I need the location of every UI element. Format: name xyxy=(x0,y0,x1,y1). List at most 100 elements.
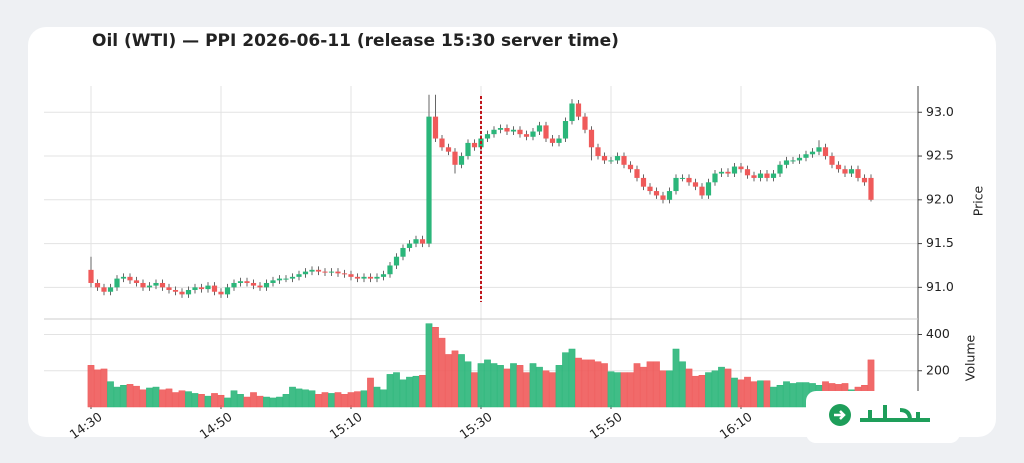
candle-body xyxy=(855,169,861,178)
y-tick-label: 92.0 xyxy=(926,191,954,206)
candle-body xyxy=(484,134,491,139)
volume-bar xyxy=(178,390,186,408)
candle-body xyxy=(94,282,101,288)
volume-bar xyxy=(373,386,381,408)
volume-bar xyxy=(243,396,251,408)
volume-bar xyxy=(386,374,394,408)
volume-bar xyxy=(536,366,543,408)
volume-bar xyxy=(438,337,446,408)
candle-body xyxy=(289,276,296,279)
candle-body xyxy=(367,276,374,279)
volume-bar xyxy=(588,359,595,408)
volume-bar xyxy=(737,379,745,408)
volume-bar xyxy=(510,363,517,408)
volume-bar xyxy=(698,375,706,408)
volume-bar xyxy=(198,394,205,408)
candle-body xyxy=(406,243,413,248)
candle-body xyxy=(868,177,874,200)
volume-bar xyxy=(133,385,140,408)
volume-bar xyxy=(224,397,231,408)
volume-bar xyxy=(471,372,478,408)
volume-bar xyxy=(406,376,413,408)
volume-bar xyxy=(796,382,803,408)
candle-body xyxy=(777,164,783,174)
candle-body xyxy=(647,186,653,192)
candle-body xyxy=(530,131,536,137)
candle-body xyxy=(185,289,192,295)
volume-bar xyxy=(107,381,114,408)
volume-bar xyxy=(393,372,400,408)
candle-body xyxy=(562,121,569,139)
volume-bar xyxy=(289,386,296,408)
candle-body xyxy=(842,169,848,174)
candle-body xyxy=(614,156,621,161)
volume-bar xyxy=(490,363,498,408)
candle-body xyxy=(445,147,452,152)
watermark xyxy=(806,391,960,443)
candle-body xyxy=(523,134,530,137)
volume-bar xyxy=(672,348,680,408)
candle-body xyxy=(692,182,699,187)
candle-body xyxy=(114,278,120,288)
volume-bar xyxy=(360,390,368,408)
candle-body xyxy=(569,103,575,122)
volume-bar xyxy=(113,386,121,408)
candle-body xyxy=(608,160,614,162)
volume-bar xyxy=(347,392,355,408)
candle-body xyxy=(140,282,146,288)
candle-body xyxy=(426,116,432,244)
volume-bar xyxy=(789,383,797,408)
volume-bar xyxy=(425,323,433,408)
candle-body xyxy=(575,103,582,117)
candle-body xyxy=(497,128,504,130)
candle-body xyxy=(699,186,705,196)
candle-body xyxy=(120,276,127,279)
volume-bar xyxy=(458,354,465,408)
candle-body xyxy=(452,151,458,165)
candle-body xyxy=(387,265,393,275)
y-tick-label: 93.0 xyxy=(926,104,954,119)
candle-body xyxy=(393,256,400,266)
volume-bar xyxy=(152,386,160,408)
volume-bar xyxy=(666,370,673,408)
volume-bar xyxy=(744,376,751,408)
volume-bar xyxy=(237,394,244,408)
volume-bar xyxy=(263,396,270,408)
candle-body xyxy=(231,282,237,288)
volume-bar xyxy=(763,380,771,408)
volume-bar xyxy=(412,375,420,408)
candle-body xyxy=(101,287,107,292)
volume-bar xyxy=(484,359,491,408)
candle-body xyxy=(679,177,686,179)
candle-body xyxy=(848,169,855,174)
y-tick-label: 92.5 xyxy=(926,148,954,163)
candle-body xyxy=(835,164,842,170)
volume-bar xyxy=(692,375,699,408)
candle-body xyxy=(738,166,744,170)
volume-bar xyxy=(269,397,277,408)
volume-bar xyxy=(783,381,790,408)
candle-body xyxy=(88,269,94,283)
volume-bar xyxy=(731,377,738,408)
volume-bar xyxy=(659,370,667,408)
volume-bar xyxy=(230,390,238,408)
volume-bar xyxy=(419,375,426,408)
candle-body xyxy=(543,125,549,139)
candle-body xyxy=(458,156,465,165)
volume-bar xyxy=(308,390,316,408)
volume-bar xyxy=(250,392,257,408)
candle-body xyxy=(621,156,627,165)
volume-bar xyxy=(380,389,387,408)
candle-body xyxy=(783,160,790,165)
candle-body xyxy=(549,138,556,143)
volume-bar xyxy=(757,380,764,408)
candle-body xyxy=(198,287,205,290)
candle-body xyxy=(764,173,770,178)
volume-bar xyxy=(653,361,660,408)
candle-body xyxy=(153,282,159,286)
candle-body xyxy=(712,173,718,183)
volume-bar xyxy=(633,363,641,408)
volume-bar xyxy=(191,393,199,408)
candle-body xyxy=(419,239,426,244)
